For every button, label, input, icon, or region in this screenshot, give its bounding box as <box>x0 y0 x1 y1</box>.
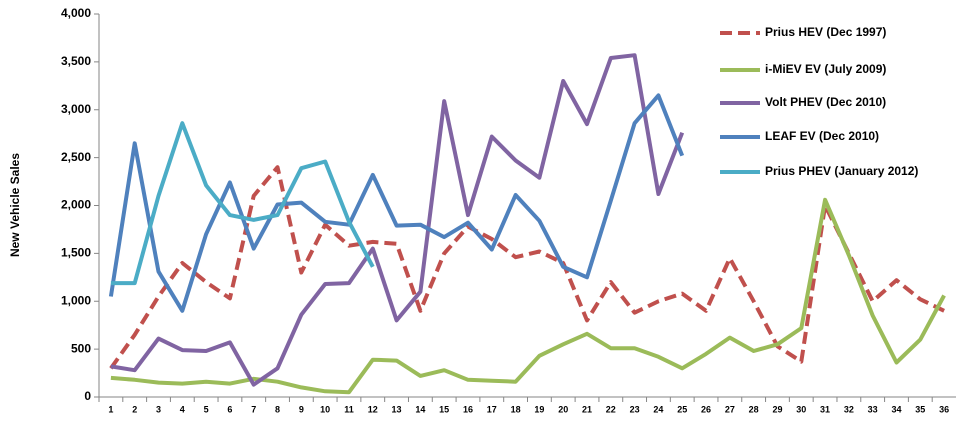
x-tick-label: 27 <box>725 404 735 414</box>
x-tick-label: 19 <box>534 404 544 414</box>
legend-label: Volt PHEV (Dec 2010) <box>765 95 886 109</box>
x-tick-label: 17 <box>487 404 497 414</box>
series-line <box>110 197 946 395</box>
x-tick-label: 25 <box>677 404 687 414</box>
y-tick-label: 3,500 <box>61 54 91 68</box>
x-tick-label: 10 <box>320 404 330 414</box>
series-line <box>108 93 685 313</box>
x-tick-label: 16 <box>463 404 473 414</box>
x-tick-label: 23 <box>630 404 640 414</box>
x-tick-label: 36 <box>939 404 949 414</box>
x-tick-label: 18 <box>511 404 521 414</box>
x-tick-label: 34 <box>891 404 901 414</box>
x-tick-label: 35 <box>915 404 925 414</box>
legend-label: i-MiEV EV (July 2009) <box>765 62 886 76</box>
x-tick-label: 9 <box>299 404 304 414</box>
series-line <box>110 53 685 387</box>
x-tick-label: 24 <box>653 404 663 414</box>
x-tick-label: 21 <box>582 404 592 414</box>
x-tick-label: 6 <box>227 404 232 414</box>
x-tick-label: 4 <box>180 404 185 414</box>
x-tick-label: 33 <box>868 404 878 414</box>
y-tick-label: 2,000 <box>61 198 91 212</box>
y-tick-label: 3,000 <box>61 102 91 116</box>
y-tick-label: 1,000 <box>61 293 91 307</box>
x-tick-label: 20 <box>558 404 568 414</box>
x-tick-label: 5 <box>204 404 209 414</box>
y-tick-label: 2,500 <box>61 150 91 164</box>
x-tick-label: 14 <box>415 404 425 414</box>
x-tick-label: 30 <box>796 404 806 414</box>
x-tick-label: 7 <box>251 404 256 414</box>
x-tick-label: 3 <box>156 404 161 414</box>
x-tick-label: 28 <box>749 404 759 414</box>
x-tick-label: 1 <box>108 404 113 414</box>
x-tick-label: 29 <box>772 404 782 414</box>
x-tick-label: 8 <box>275 404 280 414</box>
x-tick-label: 2 <box>132 404 137 414</box>
x-tick-label: 31 <box>820 404 830 414</box>
y-tick-label: 0 <box>84 389 91 403</box>
y-tick-label: 4,000 <box>61 6 91 20</box>
y-tick-label: 1,500 <box>61 246 91 260</box>
x-tick-label: 12 <box>368 404 378 414</box>
x-tick-label: 11 <box>344 404 354 414</box>
x-tick-label: 13 <box>392 404 402 414</box>
x-tick-label: 15 <box>439 404 449 414</box>
series-line <box>109 165 945 370</box>
legend-label: Prius PHEV (January 2012) <box>765 164 918 178</box>
y-axis-label: New Vehicle Sales <box>8 153 22 257</box>
legend-label: LEAF EV (Dec 2010) <box>765 129 879 143</box>
legend-label: Prius HEV (Dec 1997) <box>765 25 886 39</box>
series-line <box>110 121 375 286</box>
x-tick-label: 32 <box>844 404 854 414</box>
x-tick-label: 26 <box>701 404 711 414</box>
y-tick-label: 500 <box>71 341 91 355</box>
x-tick-label: 22 <box>606 404 616 414</box>
